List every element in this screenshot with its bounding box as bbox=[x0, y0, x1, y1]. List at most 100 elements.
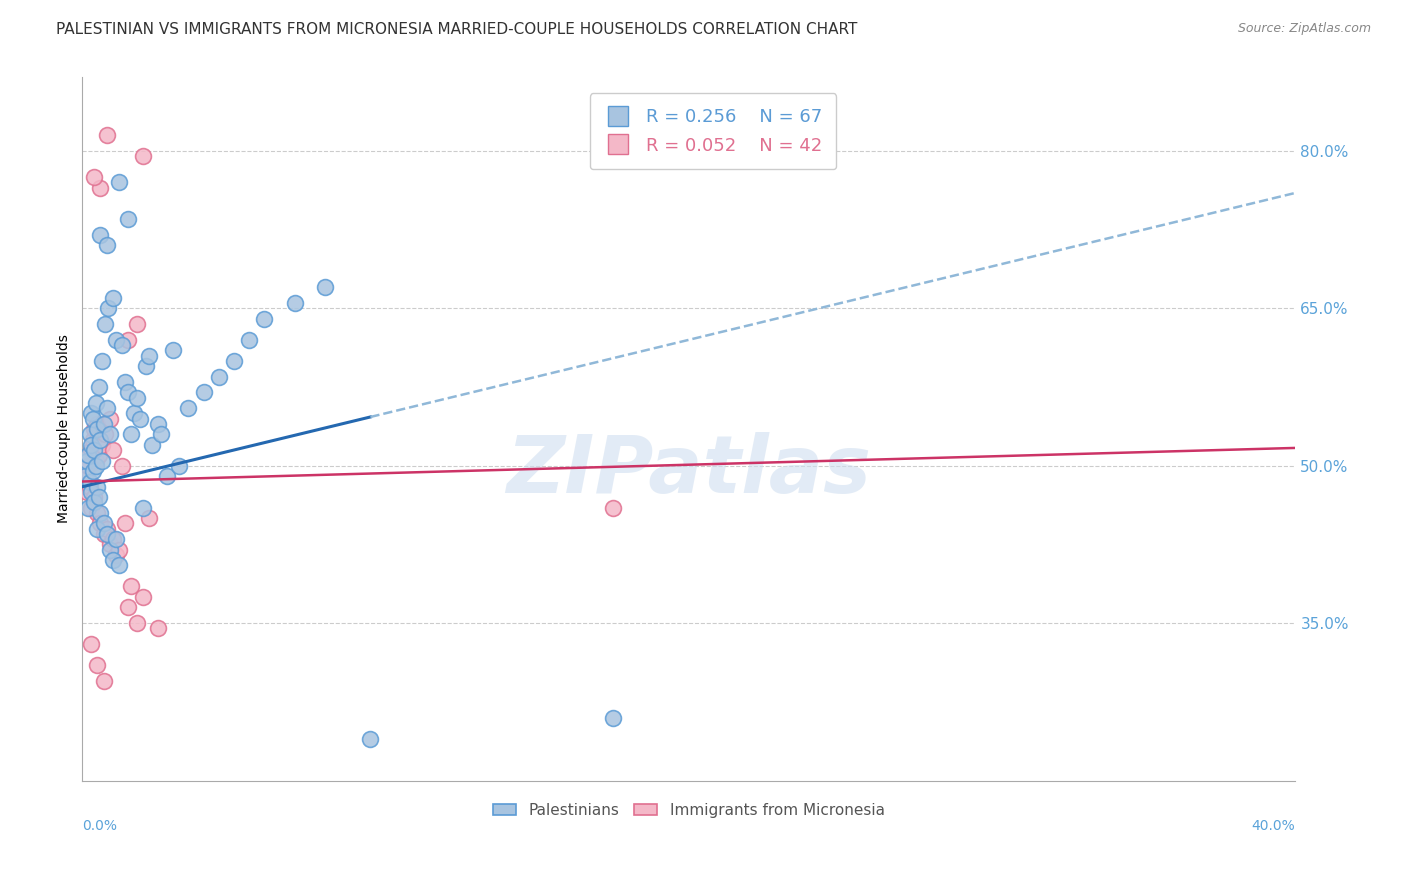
Point bbox=[83, 422, 105, 436]
Text: Source: ZipAtlas.com: Source: ZipAtlas.com bbox=[1237, 22, 1371, 36]
Point bbox=[150, 427, 173, 442]
Point bbox=[82, 464, 104, 478]
Point bbox=[86, 506, 108, 520]
Point bbox=[122, 406, 145, 420]
Point bbox=[80, 438, 103, 452]
Point bbox=[79, 475, 101, 489]
Point bbox=[80, 485, 103, 500]
Point bbox=[138, 511, 160, 525]
Point bbox=[86, 522, 108, 536]
Point bbox=[125, 616, 148, 631]
Point bbox=[162, 343, 184, 358]
Point bbox=[132, 500, 155, 515]
Point bbox=[135, 359, 157, 373]
Point bbox=[141, 438, 163, 452]
Point bbox=[104, 533, 127, 547]
Point bbox=[101, 443, 124, 458]
Point bbox=[96, 128, 118, 143]
Point bbox=[129, 411, 152, 425]
Point bbox=[80, 500, 103, 515]
Point bbox=[120, 579, 142, 593]
Point bbox=[83, 170, 105, 185]
Point bbox=[96, 238, 118, 252]
Point bbox=[146, 622, 169, 636]
Point bbox=[98, 427, 121, 442]
Point bbox=[93, 516, 115, 531]
Point bbox=[117, 212, 139, 227]
Point bbox=[104, 548, 127, 562]
Text: 40.0%: 40.0% bbox=[1251, 819, 1295, 833]
Point bbox=[132, 149, 155, 163]
Point bbox=[111, 458, 134, 473]
Text: PALESTINIAN VS IMMIGRANTS FROM MICRONESIA MARRIED-COUPLE HOUSEHOLDS CORRELATION : PALESTINIAN VS IMMIGRANTS FROM MICRONESI… bbox=[56, 22, 858, 37]
Point bbox=[93, 417, 115, 431]
Point bbox=[107, 542, 129, 557]
Point bbox=[602, 711, 624, 725]
Point bbox=[146, 417, 169, 431]
Point bbox=[86, 417, 108, 431]
Point bbox=[91, 353, 114, 368]
Point bbox=[91, 438, 114, 452]
Point bbox=[96, 401, 118, 415]
Point bbox=[93, 527, 115, 541]
Point bbox=[193, 385, 215, 400]
Point bbox=[97, 301, 120, 316]
Point bbox=[114, 516, 136, 531]
Point bbox=[77, 448, 100, 462]
Point bbox=[114, 375, 136, 389]
Point bbox=[93, 673, 115, 688]
Point bbox=[89, 227, 111, 242]
Point bbox=[82, 433, 104, 447]
Point bbox=[79, 480, 101, 494]
Point bbox=[89, 433, 111, 447]
Point bbox=[96, 522, 118, 536]
Text: 0.0%: 0.0% bbox=[83, 819, 117, 833]
Point bbox=[107, 175, 129, 189]
Point bbox=[94, 317, 117, 331]
Point bbox=[125, 391, 148, 405]
Point bbox=[83, 495, 105, 509]
Point bbox=[156, 469, 179, 483]
Point bbox=[84, 453, 107, 467]
Point bbox=[84, 396, 107, 410]
Point bbox=[208, 369, 231, 384]
Point bbox=[94, 427, 117, 442]
Point bbox=[91, 453, 114, 467]
Point bbox=[83, 490, 105, 504]
Point bbox=[89, 506, 111, 520]
Point bbox=[83, 443, 105, 458]
Point bbox=[75, 469, 97, 483]
Point bbox=[86, 422, 108, 436]
Point bbox=[238, 333, 260, 347]
Point bbox=[98, 537, 121, 551]
Point bbox=[87, 448, 110, 462]
Point bbox=[80, 443, 103, 458]
Point bbox=[107, 558, 129, 573]
Point bbox=[101, 533, 124, 547]
Point bbox=[77, 458, 100, 473]
Point bbox=[120, 427, 142, 442]
Point bbox=[125, 317, 148, 331]
Point bbox=[96, 527, 118, 541]
Legend: Palestinians, Immigrants from Micronesia: Palestinians, Immigrants from Micronesia bbox=[485, 796, 893, 826]
Point bbox=[169, 458, 191, 473]
Point bbox=[314, 280, 336, 294]
Point bbox=[602, 500, 624, 515]
Point bbox=[79, 427, 101, 442]
Point bbox=[98, 411, 121, 425]
Point bbox=[101, 291, 124, 305]
Point bbox=[80, 637, 103, 651]
Point bbox=[177, 401, 200, 415]
Point bbox=[89, 516, 111, 531]
Point bbox=[75, 464, 97, 478]
Point bbox=[98, 542, 121, 557]
Y-axis label: Married-couple Households: Married-couple Households bbox=[58, 334, 72, 524]
Point bbox=[82, 411, 104, 425]
Point bbox=[86, 658, 108, 673]
Point bbox=[117, 333, 139, 347]
Point bbox=[359, 731, 381, 746]
Point bbox=[77, 500, 100, 515]
Point bbox=[117, 600, 139, 615]
Point bbox=[87, 380, 110, 394]
Point bbox=[104, 333, 127, 347]
